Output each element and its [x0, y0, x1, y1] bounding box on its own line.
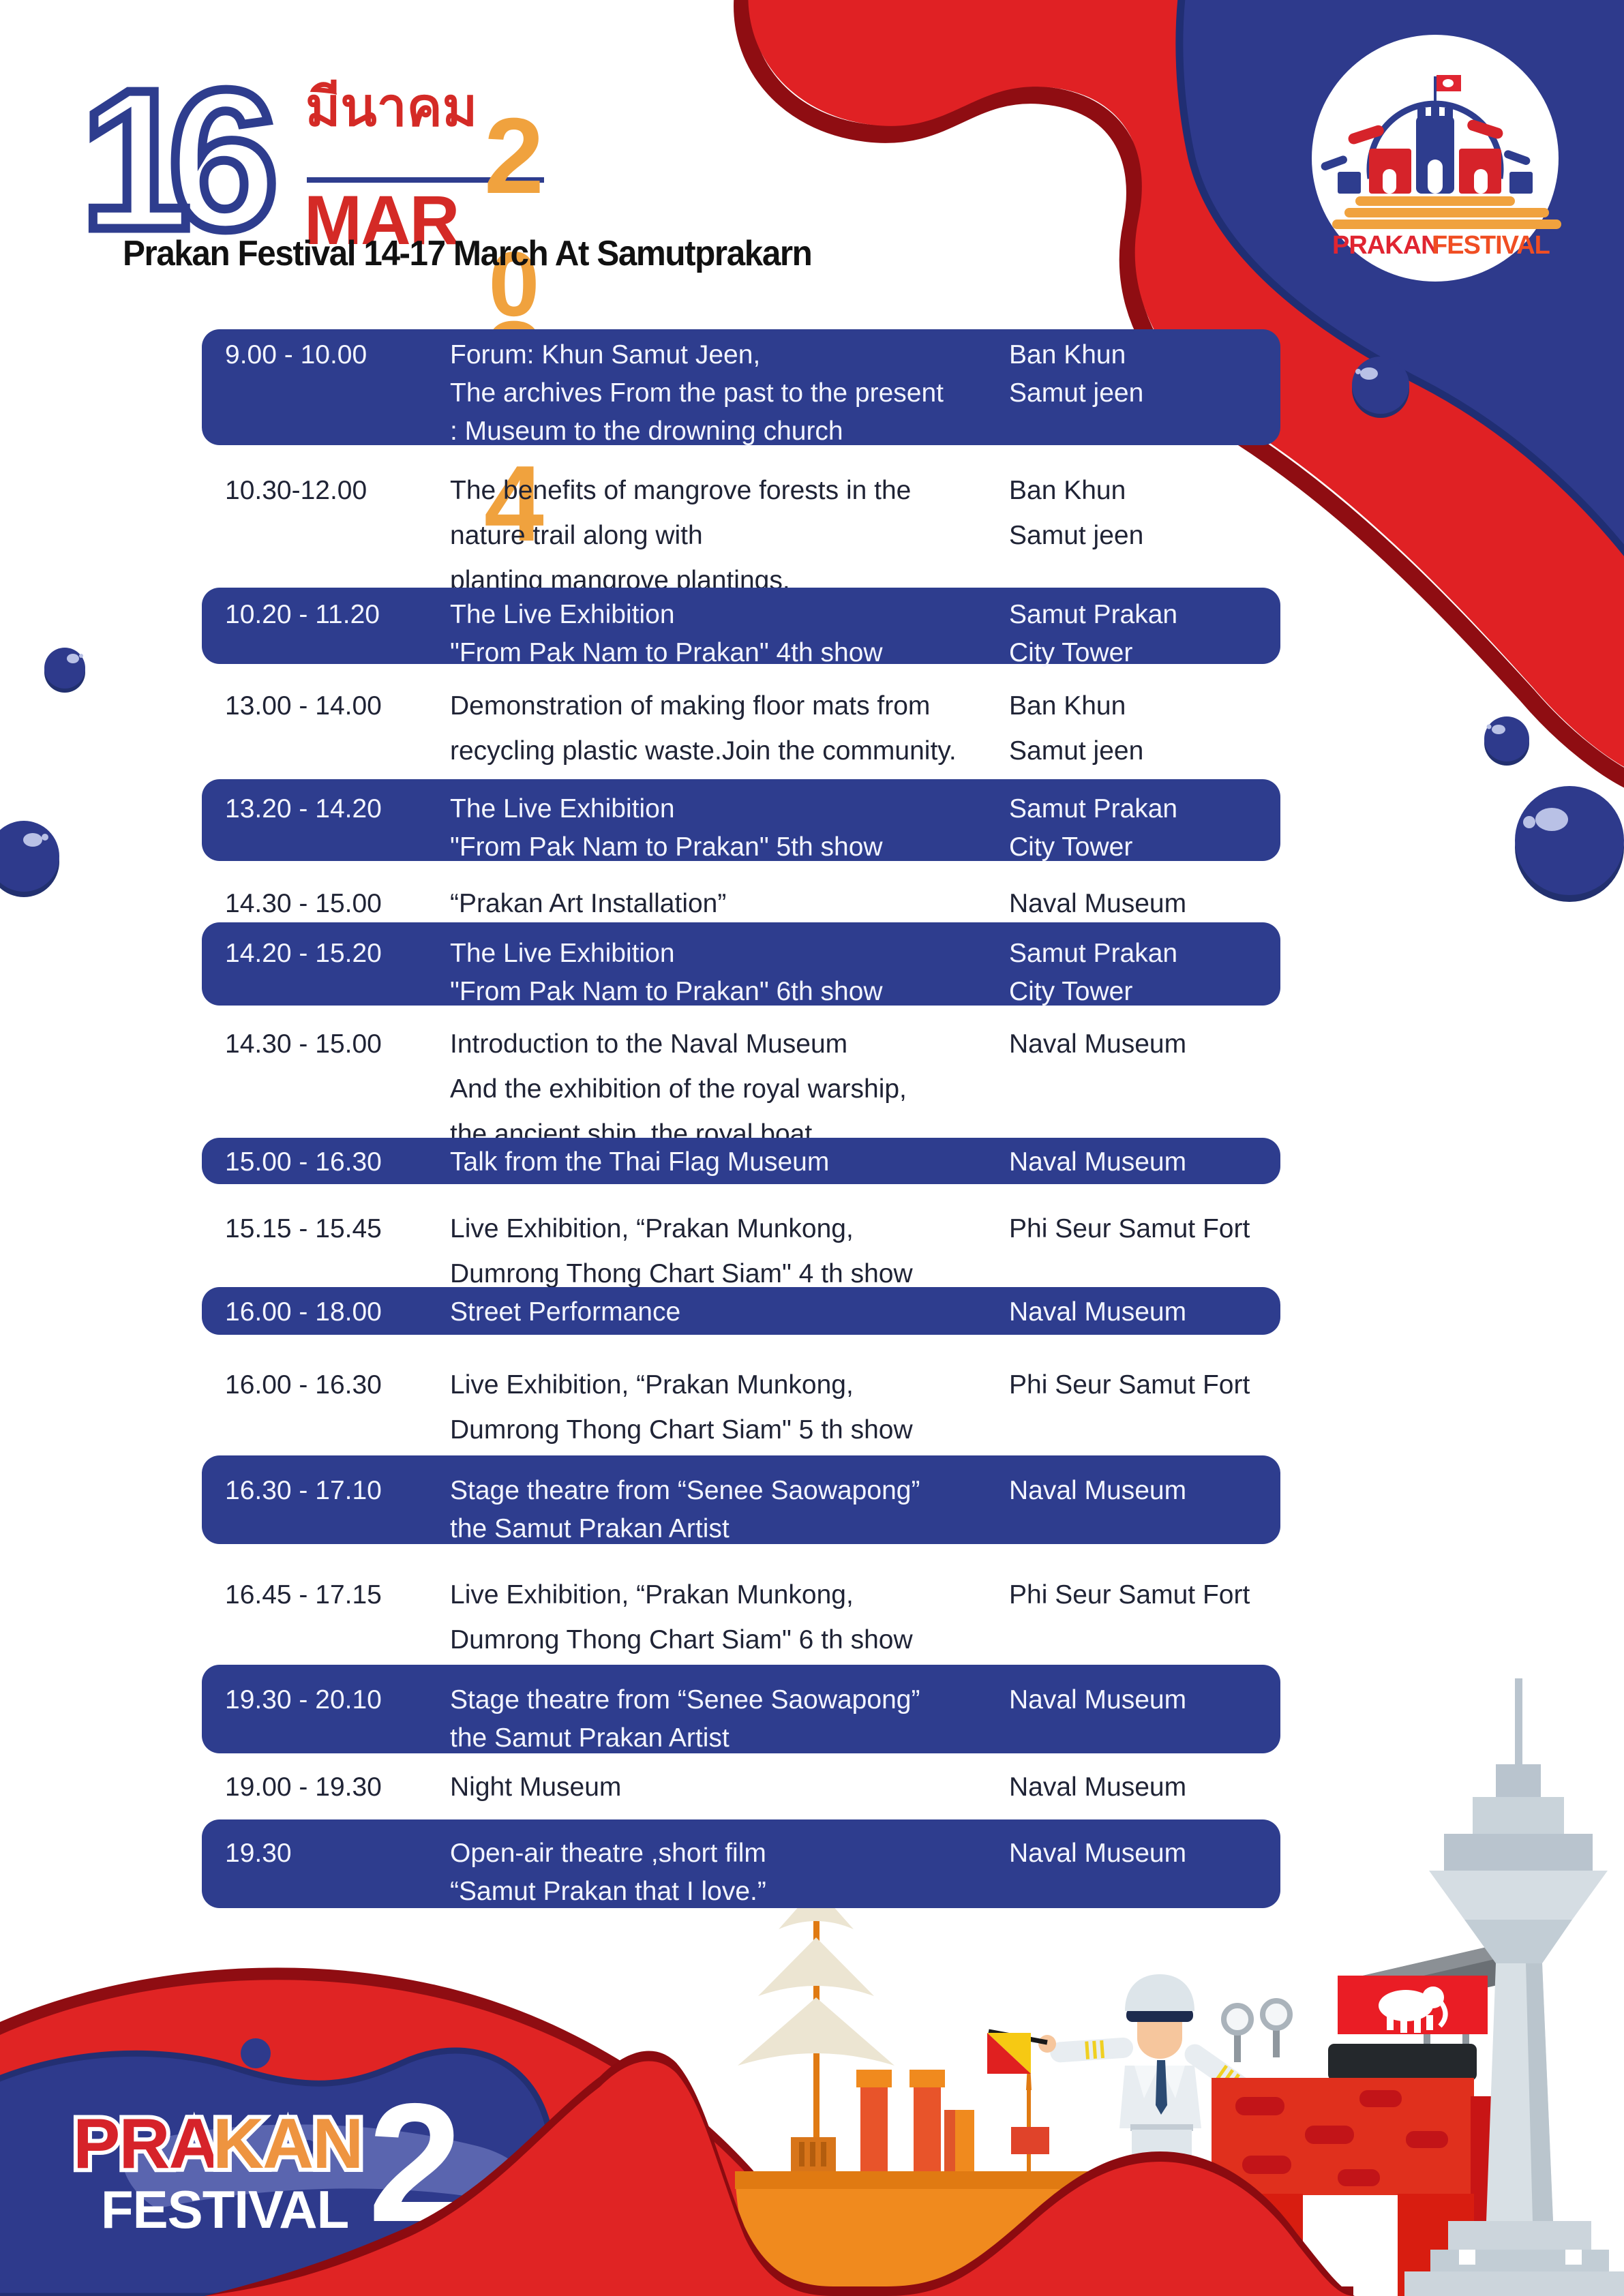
- event-description: Live Exhibition, “Prakan Munkong, Dumron…: [450, 1370, 913, 1445]
- event-time: 16.45 - 17.15: [225, 1580, 382, 1610]
- event-time: 15.00 - 16.30: [225, 1147, 382, 1177]
- event-description: Stage theatre from “Senee Saowapong” the…: [450, 1476, 920, 1543]
- badge-title-word1: PRAKAN: [1332, 231, 1439, 260]
- event-description: “Prakan Art Installation”: [450, 889, 727, 918]
- table-row: 15.15 - 15.45 Live Exhibition, “Prakan M…: [202, 1207, 1280, 1297]
- droplet: [1484, 716, 1529, 766]
- event-description: Open-air theatre ,short film “Samut Prak…: [450, 1839, 766, 1906]
- front-wave: [205, 2061, 1355, 2296]
- date-month-thai: มีนาคม: [305, 77, 478, 137]
- event-description: The benefits of mangrove forests in the …: [450, 476, 912, 595]
- event-description: Forum: Khun Samut Jeen, The archives Fro…: [450, 340, 944, 446]
- event-description: Talk from the Thai Flag Museum: [450, 1147, 830, 1177]
- event-description: The Live Exhibition "From Pak Nam to Pra…: [450, 939, 883, 1006]
- event-location: Naval Museum: [1009, 1147, 1187, 1177]
- event-location: Naval Museum: [1009, 1685, 1187, 1715]
- event-description: Stage theatre from “Senee Saowapong” the…: [450, 1685, 920, 1753]
- event-location: Samut Prakan City Tower: [1009, 794, 1178, 862]
- event-time: 14.20 - 15.20: [225, 939, 382, 968]
- table-row: 9.00 - 10.00 Forum: Khun Samut Jeen, The…: [202, 329, 1280, 446]
- event-description: Demonstration of making floor mats from …: [450, 691, 957, 766]
- event-description: The Live Exhibition "From Pak Nam to Pra…: [450, 794, 883, 862]
- event-time: 15.15 - 15.45: [225, 1214, 382, 1243]
- table-row: 14.30 - 15.00 “Prakan Art Installation” …: [202, 881, 1280, 926]
- elephant-flag-icon: [1338, 1976, 1488, 2034]
- table-row: 19.00 - 19.30 Night Museum Naval Museum: [202, 1765, 1280, 1810]
- event-location: Naval Museum: [1009, 1476, 1187, 1505]
- footer-festival-logo: PRA KAN FESTIVAL 2: [69, 2068, 462, 2257]
- table-row: 16.00 - 18.00 Street Performance Naval M…: [202, 1287, 1280, 1335]
- badge-title-word2: FESTIVAL: [1432, 231, 1550, 260]
- event-time: 14.30 - 15.00: [225, 889, 382, 918]
- event-location: Phi Seur Samut Fort: [1009, 1214, 1250, 1243]
- table-row: 13.00 - 14.00 Demonstration of making fl…: [202, 684, 1280, 774]
- event-description: Street Performance: [450, 1297, 681, 1327]
- event-location: Naval Museum: [1009, 1029, 1187, 1059]
- event-location: Samut Prakan City Tower: [1009, 600, 1178, 667]
- table-row: 16.45 - 17.15 Live Exhibition, “Prakan M…: [202, 1573, 1280, 1663]
- tower-illustration: [1404, 1678, 1624, 2296]
- table-row: 10.20 - 11.20 The Live Exhibition "From …: [202, 588, 1280, 667]
- table-row: 14.20 - 15.20 The Live Exhibition "From …: [202, 922, 1280, 1006]
- event-time: 19.30 - 20.10: [225, 1685, 382, 1715]
- event-description: Live Exhibition, “Prakan Munkong, Dumron…: [450, 1214, 913, 1288]
- event-time: 16.00 - 16.30: [225, 1370, 382, 1400]
- month-underline: [307, 177, 544, 183]
- semaphore-flag-icon: [987, 2033, 1031, 2074]
- year-digit: 2: [484, 96, 544, 216]
- event-location: Samut Prakan City Tower: [1009, 939, 1178, 1006]
- event-time: 9.00 - 10.00: [225, 340, 367, 369]
- event-time: 13.20 - 14.20: [225, 794, 382, 824]
- event-location: Ban Khun Samut jeen: [1009, 691, 1144, 766]
- event-time: 19.00 - 19.30: [225, 1772, 382, 1802]
- event-time: 16.30 - 17.10: [225, 1476, 382, 1505]
- table-row: 10.30-12.00 The benefits of mangrove for…: [202, 468, 1280, 603]
- event-time: 13.00 - 14.00: [225, 691, 382, 721]
- event-description: The Live Exhibition "From Pak Nam to Pra…: [450, 600, 883, 667]
- event-time: 16.00 - 18.00: [225, 1297, 382, 1327]
- event-description: Live Exhibition, “Prakan Munkong, Dumron…: [450, 1580, 913, 1655]
- table-row: 19.30 Open-air theatre ,short film “Samu…: [202, 1819, 1280, 1908]
- event-location: Ban Khun Samut jeen: [1009, 340, 1144, 408]
- date-day: 16: [76, 48, 284, 271]
- elephant-flag-icon: [1437, 75, 1461, 91]
- event-location: Ban Khun Samut jeen: [1009, 476, 1144, 550]
- table-row: 16.30 - 17.10 Stage theatre from “Senee …: [202, 1455, 1280, 1544]
- table-row: 16.00 - 16.30 Live Exhibition, “Prakan M…: [202, 1363, 1280, 1453]
- droplet: [1515, 786, 1624, 902]
- footer-logo-word2: FESTIVAL: [101, 2179, 348, 2239]
- event-time: 10.20 - 11.20: [225, 600, 380, 629]
- date-month-en: MAR: [304, 181, 460, 259]
- event-time: 10.30-12.00: [225, 476, 367, 505]
- event-location: Naval Museum: [1009, 1839, 1187, 1868]
- event-location: Phi Seur Samut Fort: [1009, 1370, 1250, 1400]
- event-location: Naval Museum: [1009, 889, 1187, 918]
- footer-logo-part2: KAN: [213, 2104, 362, 2184]
- festival-logo-badge: PRAKAN FESTIVAL: [1312, 35, 1561, 282]
- event-location: Naval Museum: [1009, 1297, 1187, 1327]
- droplet: [1352, 357, 1409, 418]
- droplet: [0, 821, 59, 897]
- droplet: [241, 2038, 316, 2155]
- red-swoosh-shadow: [734, 0, 1624, 788]
- table-row: 14.30 - 15.00 Introduction to the Naval …: [202, 1022, 1280, 1157]
- year-digit: 4: [484, 444, 544, 564]
- event-description: Introduction to the Naval Museum And the…: [450, 1029, 907, 1149]
- year-digit: 0: [488, 233, 540, 335]
- event-description: Night Museum: [450, 1772, 622, 1802]
- table-row: 19.30 - 20.10 Stage theatre from “Senee …: [202, 1665, 1280, 1753]
- table-row: 13.20 - 14.20 The Live Exhibition "From …: [202, 779, 1280, 862]
- event-location: Naval Museum: [1009, 1772, 1187, 1802]
- event-location: Phi Seur Samut Fort: [1009, 1580, 1250, 1610]
- droplet: [44, 648, 85, 693]
- table-row: 15.00 - 16.30 Talk from the Thai Flag Mu…: [202, 1138, 1280, 1184]
- footer-logo-part1: PRA: [73, 2104, 219, 2184]
- event-time: 19.30: [225, 1839, 292, 1868]
- page-title: Prakan Festival 14-17 March At Samutprak…: [123, 234, 813, 273]
- event-time: 14.30 - 15.00: [225, 1029, 382, 1059]
